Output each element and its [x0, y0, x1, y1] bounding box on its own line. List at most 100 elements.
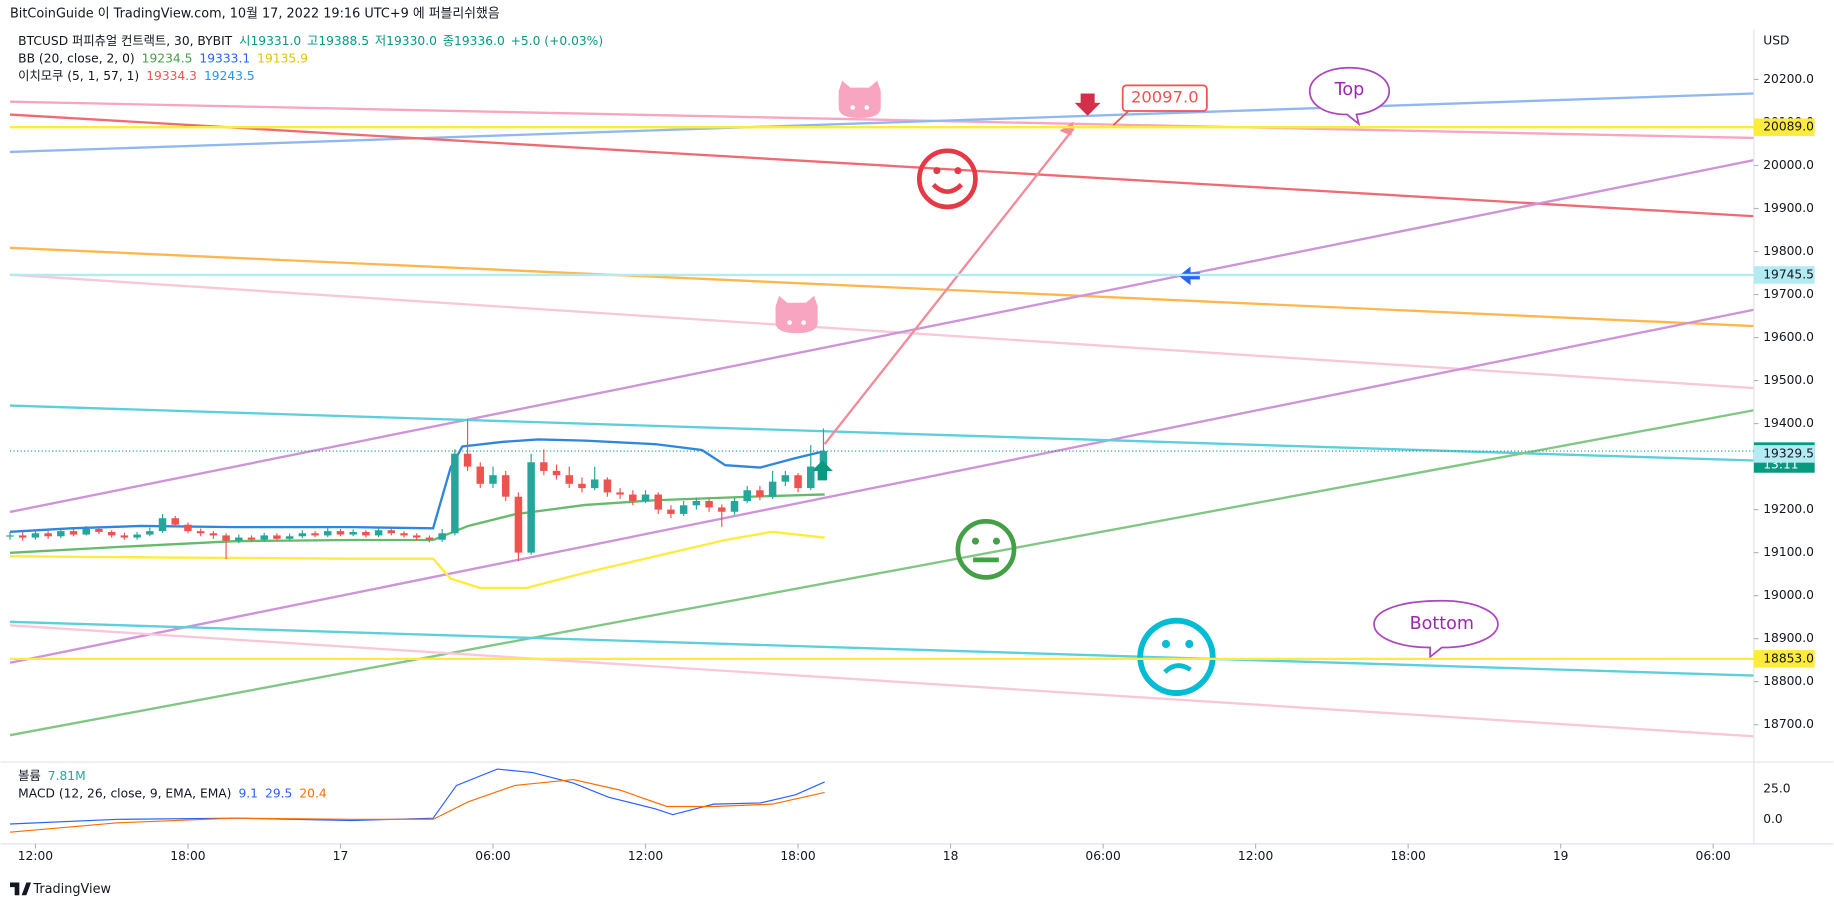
candle-body [247, 537, 256, 540]
candle-body [209, 533, 218, 536]
candle-body [6, 535, 14, 537]
candle-body [616, 492, 624, 495]
candle-body [679, 505, 688, 514]
up-arrow [811, 460, 833, 481]
x-tick-label: 18:00 [1390, 849, 1425, 863]
candle-body [196, 531, 205, 534]
bb-upper [9, 438, 825, 533]
candle-body [730, 500, 739, 512]
projection-arrow [823, 127, 1075, 445]
y-axis-label: USD [1763, 33, 1789, 47]
cat-icon [838, 80, 881, 119]
candle-body [629, 494, 637, 501]
y-tick-label: 19100.0 [1763, 545, 1814, 559]
candle-body [120, 535, 129, 538]
trend-line [9, 100, 1754, 140]
ichimoku-name: 이치모쿠 (5, 1, 57, 1) [18, 68, 139, 82]
candle-body [718, 507, 726, 512]
y-tick-label: 18700.0 [1763, 717, 1814, 731]
candle-body [69, 531, 78, 535]
candle-body [324, 531, 332, 536]
target-box [1121, 84, 1208, 112]
y-tick-label: 19900.0 [1763, 201, 1814, 215]
candle-body [451, 453, 459, 534]
candle-body [95, 528, 103, 532]
y-tick-label: 19700.0 [1763, 287, 1814, 301]
candle-body [311, 533, 319, 536]
y-tick-label: 19200.0 [1763, 502, 1814, 516]
macd-name: MACD (12, 26, close, 9, EMA, EMA) [18, 786, 231, 800]
signal-line [9, 779, 825, 833]
trend-line [9, 158, 1755, 514]
ohlc: 종19336.0 [443, 33, 505, 47]
candle-body [781, 475, 790, 482]
candle-body [514, 496, 523, 553]
candle-body [31, 533, 40, 538]
candle-body [768, 481, 777, 497]
price-label: 18853.0 [1763, 651, 1814, 665]
candle-body [235, 537, 243, 541]
x-tick-label: 06:00 [1696, 849, 1731, 863]
candle-body [222, 535, 230, 541]
x-tick-label: 17 [333, 849, 349, 863]
x-tick-label: 12:00 [18, 849, 53, 863]
published-note: BitCoinGuide 이 TradingView.com, 10월 17, … [10, 6, 500, 22]
drawings [9, 92, 1755, 738]
legend-ichimoku: 이치모쿠 (5, 1, 57, 1) 19334.3 19243.5 [18, 68, 255, 82]
bb-lower [9, 530, 825, 590]
x-tick-label: 06:00 [475, 849, 510, 863]
y-tick-label: 19800.0 [1763, 244, 1814, 258]
price-label: 19745.5 [1763, 267, 1814, 281]
candle-body [667, 509, 675, 514]
legend-bb: BB (20, close, 2, 0) 19234.5 19333.1 19135.… [18, 51, 308, 65]
candle-body [425, 537, 434, 540]
candle-body [501, 475, 510, 497]
candle-body [756, 490, 764, 497]
candle-body [565, 475, 573, 484]
footer: TradingView [32, 882, 111, 897]
bb-name: BB (20, close, 2, 0) [18, 51, 135, 65]
trend-line [9, 409, 1755, 737]
y-tick-label: 18800.0 [1763, 674, 1814, 688]
target-label: 20097.0 [1131, 88, 1199, 107]
ohlc: 시19331.0 [239, 33, 301, 47]
candle-body [82, 528, 91, 535]
candle-body [641, 494, 650, 501]
candle-body [146, 531, 154, 535]
volume-value: 7.81M [48, 769, 86, 783]
candle-body [794, 475, 802, 489]
candle-body [552, 470, 561, 476]
top-bubble [1308, 66, 1391, 127]
ichimoku-value: 19243.5 [204, 68, 255, 82]
candle-body [171, 518, 179, 525]
candle-body [692, 500, 701, 506]
tv-logo [10, 882, 32, 896]
bottom-bubble [1373, 599, 1499, 659]
bottom-label: Bottom [1410, 614, 1474, 634]
candle-body [463, 453, 472, 467]
candle-body [107, 531, 116, 536]
bb-basis [9, 493, 825, 555]
trend-line [9, 620, 1754, 677]
candle-body [298, 533, 307, 537]
y-tick-label: 19000.0 [1763, 588, 1814, 602]
candle-body [476, 466, 485, 484]
bb-value: 19135.9 [257, 51, 308, 65]
candle-body [578, 483, 586, 489]
macd-value: 9.1 [238, 786, 258, 800]
macd-value: 20.4 [299, 786, 327, 800]
y-tick-label: 20000.0 [1763, 158, 1814, 172]
lower-axis-label: 25.0 [1763, 781, 1790, 795]
ichimoku-value: 19334.3 [146, 68, 197, 82]
candle-body [590, 479, 599, 489]
candle-body [57, 531, 65, 537]
trend-line [9, 404, 1754, 462]
legend-volume: 볼륨 7.81M [18, 769, 85, 783]
candle-body [133, 534, 141, 538]
x-tick-label: 18:00 [170, 849, 205, 863]
y-tick-label: 18900.0 [1763, 631, 1814, 645]
price-label: 19329.5 [1763, 446, 1814, 460]
trend-line [9, 308, 1755, 664]
candle-body [44, 533, 52, 537]
